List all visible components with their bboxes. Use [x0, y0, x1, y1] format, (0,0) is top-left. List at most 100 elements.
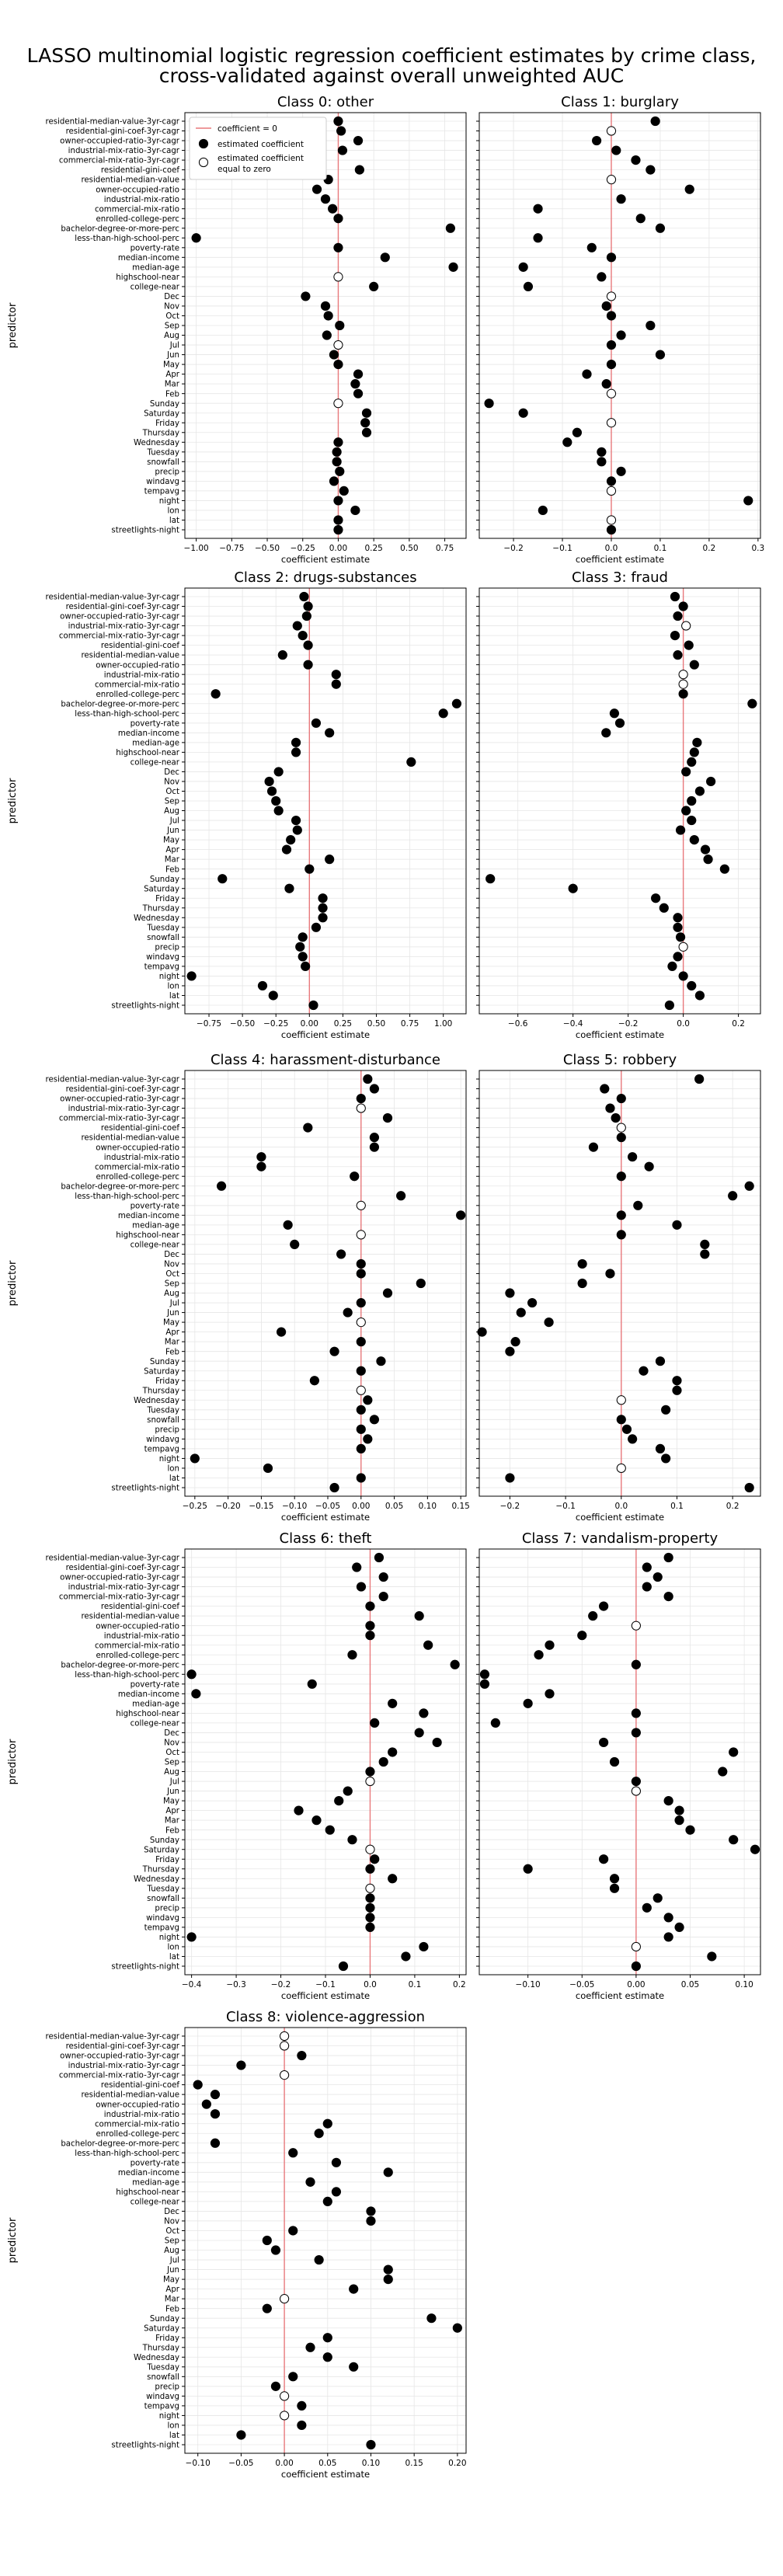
x-tick-label: 0.2 [732, 1019, 745, 1029]
coefficient-point [291, 737, 301, 747]
y-tick-label: Jun [166, 827, 179, 835]
coefficient-point [652, 1572, 663, 1582]
coefficient-point [609, 1874, 620, 1884]
coefficient-point [675, 932, 686, 942]
coefficient-point [256, 1161, 266, 1171]
coefficient-point [365, 1767, 375, 1777]
coefficient-point [264, 776, 274, 787]
y-tick-label: commercial-mix-ratio-3yr-cagr [59, 632, 180, 641]
y-tick-label: college-near [130, 1720, 180, 1728]
y-tick-label: enrolled-college-perc [96, 215, 179, 224]
coefficient-point [687, 980, 697, 991]
coefficient-point [479, 1679, 490, 1689]
coefficient-point [388, 1698, 398, 1708]
y-tick-label: residential-median-value-3yr-cagr [46, 1554, 180, 1563]
chart-title: Class 3: fraud [572, 569, 668, 586]
x-tick-label: −0.05 [228, 2459, 253, 2468]
coefficient-point [505, 1346, 515, 1356]
y-tick-label: poverty-rate [130, 244, 179, 252]
x-tick-label: −0.15 [249, 1502, 273, 1511]
coefficient-point [329, 476, 339, 486]
y-tick-label: poverty-rate [130, 2159, 179, 2167]
coefficient-point [318, 903, 328, 913]
coefficient-point [616, 330, 626, 340]
coefficient-point [361, 408, 372, 418]
coefficient-point [456, 1210, 466, 1220]
coefficient-point [383, 2274, 393, 2285]
coefficient-point [687, 757, 697, 768]
y-tick-label: Thursday [142, 1387, 179, 1395]
y-tick-label: Nov [164, 1261, 179, 1269]
coefficient-point [363, 1395, 373, 1405]
coefficient-point [655, 1356, 666, 1366]
y-tick-label: median-income [118, 729, 179, 738]
y-tick-label: lat [169, 1474, 179, 1483]
coefficient-point [616, 1133, 626, 1143]
coefficient-point [186, 1669, 197, 1680]
y-tick-label: commercial-mix-ratio-3yr-cagr [59, 157, 180, 165]
coefficient-point [689, 834, 699, 845]
y-tick-label: owner-occupied-ratio-3yr-cagr [60, 138, 180, 146]
y-tick-label: streetlights-night [111, 2442, 179, 2450]
y-tick-label: less-than-high-school-perc [75, 1192, 179, 1201]
y-tick-label: owner-occupied-ratio [96, 2101, 179, 2109]
y-tick-label: Sunday [150, 875, 179, 884]
coefficient-point [236, 2060, 246, 2070]
x-tick-label: −0.2 [618, 1019, 639, 1029]
y-tick-label: industrial-mix-ratio-3yr-cagr [68, 2062, 180, 2070]
y-tick-label: Saturday [144, 1846, 179, 1854]
coefficient-point [706, 776, 716, 787]
y-tick-label: median-age [132, 739, 179, 747]
y-tick-label: windavg [146, 2393, 179, 2401]
coefficient-point [365, 1864, 375, 1874]
coefficient-point [600, 1084, 610, 1094]
coefficient-point [642, 1902, 652, 1913]
y-tick-label: Feb [165, 865, 179, 874]
y-tick-label: Sunday [150, 2315, 179, 2324]
coefficient-point [193, 2080, 203, 2090]
y-tick-label: median-age [132, 1221, 179, 1230]
coefficient-point [678, 601, 688, 611]
coefficient-point [661, 1453, 671, 1464]
y-tick-label: owner-occupied-ratio-3yr-cagr [60, 1574, 180, 1582]
coefficient-point [262, 2303, 272, 2313]
y-tick-label: tempavg [144, 1446, 179, 1454]
coefficient-point [611, 1112, 621, 1123]
coefficient-point [370, 1854, 380, 1864]
coefficient-point [273, 806, 284, 816]
coefficient-point [295, 942, 305, 952]
coefficient-point [700, 844, 711, 855]
chart-title: Class 2: drugs-substances [234, 569, 416, 586]
coefficient-point [432, 1737, 442, 1748]
coefficient-point [572, 427, 583, 437]
coefficient-point [210, 2090, 221, 2100]
y-tick-label: industrial-mix-ratio-3yr-cagr [68, 1105, 180, 1113]
coefficient-point [599, 1854, 609, 1864]
coefficient-point [601, 379, 611, 389]
y-tick-label: Thursday [142, 1865, 179, 1874]
x-tick-label: 0.75 [401, 1019, 419, 1029]
y-tick-label: Tuesday [147, 1885, 179, 1893]
coefficient-point [305, 2177, 315, 2187]
y-tick-label: industrial-mix-ratio [104, 2111, 179, 2119]
coefficient-point [325, 855, 335, 865]
coefficient-point [616, 1171, 626, 1182]
coefficient-point [303, 640, 313, 650]
coefficient-point [356, 1473, 366, 1483]
y-tick-label: bachelor-degree-or-more-perc [61, 225, 179, 233]
x-tick-label: −0.4 [182, 1980, 202, 1989]
y-tick-label: Nov [164, 303, 179, 312]
y-tick-label: Wednesday [134, 1397, 179, 1405]
coefficient-point [703, 855, 713, 865]
x-axis-label: coefficient estimate [281, 1990, 370, 2001]
coefficient-point [369, 1084, 380, 1094]
coefficient-point [349, 2362, 359, 2372]
y-tick-label: residential-median-value-3yr-cagr [46, 2033, 180, 2042]
coefficient-point [356, 1093, 366, 1104]
coefficient-point [606, 524, 617, 535]
y-tick-label: night [159, 497, 179, 506]
coefficient-point [674, 1815, 684, 1826]
coefficient-point [750, 1844, 760, 1854]
coefficient-point [314, 2129, 324, 2139]
y-tick-label: Jun [166, 351, 179, 360]
